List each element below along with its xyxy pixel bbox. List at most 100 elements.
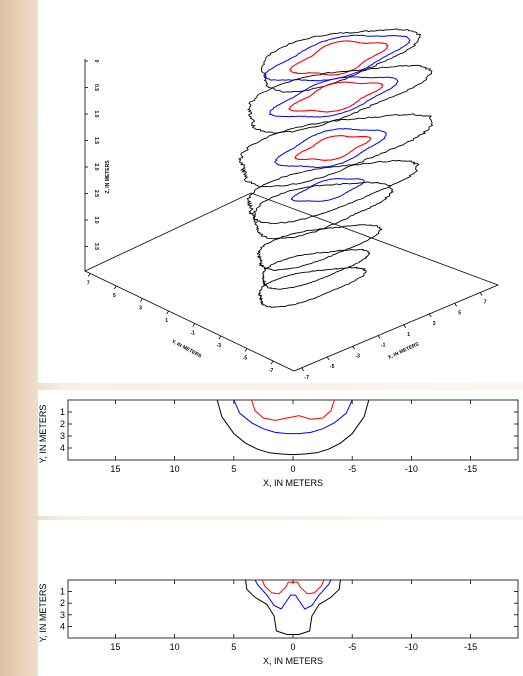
x-tick-label: 0 — [290, 464, 295, 474]
x-tick-label: -5 — [330, 364, 335, 370]
plot-frame — [67, 399, 519, 461]
slice-contour-blue — [263, 34, 411, 82]
x-axis-label: X, IN METERS — [387, 341, 420, 361]
contour-slice — [246, 159, 420, 225]
y-tick-label: 7 — [87, 281, 90, 287]
x-tick-label: -5 — [348, 642, 356, 652]
x-tick-label: 10 — [170, 464, 180, 474]
z-tick-label: 2.0 — [93, 164, 99, 171]
contour-slice — [247, 64, 433, 134]
x-tick-label: 0 — [290, 642, 295, 652]
y-tick — [87, 273, 91, 277]
x-tick-label: -10 — [405, 642, 418, 652]
x-tick — [428, 313, 432, 318]
contour-slice — [261, 249, 371, 290]
y-tick-label: 1 — [60, 407, 65, 417]
plot-2d-top-panel: 15 10 5 0 -5 -10 -15 1 2 3 4 X, IN METERS Y, IN METE… — [38, 390, 523, 516]
y-tick-label: 4 — [60, 443, 65, 453]
z-axis-label: Z, IN METERS — [105, 160, 111, 194]
series-line-1 — [233, 399, 353, 435]
floor-outline — [84, 192, 500, 372]
x-tick — [403, 324, 406, 328]
x-tick-label: 7 — [484, 300, 487, 306]
x-tick-label: 5 — [231, 642, 236, 652]
x-tick-label: 1 — [407, 332, 410, 338]
z-tick-label: 1.5 — [93, 137, 99, 144]
y-tick — [244, 348, 248, 352]
slice-contour-black — [246, 159, 420, 225]
y-tick-label: 2 — [60, 419, 65, 429]
z-tick-label: 3.5 — [93, 243, 99, 250]
x-tick-label: 5 — [231, 464, 236, 474]
y-axis-label: Y, IN METERS — [38, 405, 48, 464]
x-axis-label: X, IN METERS — [263, 656, 323, 666]
y-tick — [140, 298, 143, 302]
slice-contour-red — [288, 40, 389, 76]
x-tick-label: 3 — [433, 321, 436, 327]
x-tick — [479, 292, 483, 296]
y-tick-label: 4 — [60, 621, 65, 631]
z-tick-label: 3.0 — [93, 217, 99, 224]
y-tick-label: 1 — [60, 587, 65, 597]
slice-contour-blue — [274, 127, 388, 168]
x-tick — [326, 356, 330, 361]
y-tick — [218, 335, 222, 340]
series-line-2 — [251, 399, 335, 421]
plot-3d: 0 0.5 1.0 1.5 2.0 2.5 3.0 3.5 Z, IN METERS 7 5 3 1 -1… — [84, 28, 500, 381]
y-tick-label: 2 — [60, 598, 65, 608]
slice-contour-black — [247, 64, 433, 134]
series-line-0 — [216, 399, 370, 456]
x-tick — [352, 346, 355, 350]
x-tick-label: -15 — [464, 642, 477, 652]
x-tick-label: -10 — [405, 464, 418, 474]
z-tick-label: 2.5 — [93, 190, 99, 197]
contour-slice — [260, 28, 421, 93]
y-tick — [166, 310, 169, 315]
x-tick-label: -3 — [355, 353, 360, 359]
axis-labels-3d: 0 0.5 1.0 1.5 2.0 2.5 3.0 3.5 Z, IN METERS 7 5 3 1 -1… — [87, 60, 487, 381]
y-axis-label: Y, IN METERS — [171, 339, 203, 360]
x-tick — [377, 335, 381, 339]
x-tick-label: -7 — [304, 375, 309, 381]
x-tick-label: -1 — [381, 343, 386, 349]
contour-slice — [256, 224, 383, 271]
contour-slice — [257, 266, 367, 308]
y-tick-label: 3 — [139, 306, 142, 312]
y-tick-label: -7 — [269, 368, 274, 374]
y-tick-label: -1 — [190, 331, 195, 337]
slice-contour-blue — [268, 76, 399, 118]
contour-slices-3d — [238, 28, 434, 308]
y-tick — [270, 360, 274, 365]
contour-slice — [238, 113, 434, 188]
axes-3d — [84, 59, 500, 372]
slice-contour-blue — [290, 178, 365, 202]
x-tick-label: -5 — [348, 464, 356, 474]
x-tick — [301, 367, 304, 371]
y-tick-label: 1 — [165, 318, 168, 324]
y-tick — [114, 285, 117, 290]
slice-contour-black — [238, 113, 434, 188]
slice-contour-red — [294, 135, 372, 162]
y-axis-label: Y, IN METERS — [38, 584, 48, 643]
plot-2d-bottom: 15 10 5 0 -5 -10 -15 12 34 X, IN METERS Y, IN METE… — [38, 579, 519, 666]
plot-frame — [67, 579, 519, 639]
slice-contour-black — [256, 224, 383, 271]
y-tick-label: 3 — [60, 610, 65, 620]
x-tick-label: 5 — [458, 310, 461, 316]
x-axis-label: X, IN METERS — [263, 478, 323, 488]
x-tick-label: -15 — [464, 464, 477, 474]
slice-contour-black — [261, 249, 371, 290]
slice-contour-black — [252, 181, 394, 240]
x-tick-label: 15 — [110, 464, 120, 474]
y-tick-label: 3 — [60, 431, 65, 441]
x-tick — [454, 303, 457, 307]
contour-slice — [252, 181, 394, 240]
x-tick-label: 10 — [170, 642, 180, 652]
slice-contour-black — [257, 266, 367, 308]
y-tick-label: -5 — [243, 356, 248, 362]
plot-3d-panel: 0 0.5 1.0 1.5 2.0 2.5 3.0 3.5 Z, IN METERS 7 5 3 1 -1… — [38, 0, 523, 383]
z-tick-label: 1.0 — [93, 111, 99, 118]
x-tick-label: 15 — [110, 642, 120, 652]
z-tick-label: 0.5 — [93, 84, 99, 91]
z-tick-label: 0 — [93, 60, 99, 63]
